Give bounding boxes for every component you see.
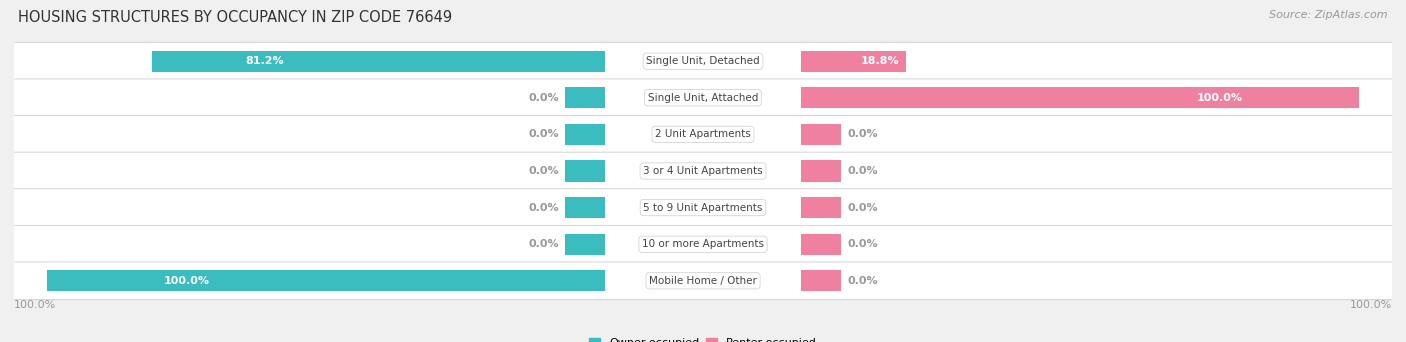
Text: 100.0%: 100.0% bbox=[163, 276, 209, 286]
Text: 0.0%: 0.0% bbox=[529, 239, 558, 249]
Bar bbox=[46, 270, 605, 291]
FancyBboxPatch shape bbox=[4, 225, 1402, 263]
Text: Source: ZipAtlas.com: Source: ZipAtlas.com bbox=[1270, 10, 1388, 20]
Text: Single Unit, Attached: Single Unit, Attached bbox=[648, 93, 758, 103]
FancyBboxPatch shape bbox=[4, 42, 1402, 80]
Text: 2 Unit Apartments: 2 Unit Apartments bbox=[655, 129, 751, 140]
Text: 0.0%: 0.0% bbox=[529, 129, 558, 140]
Legend: Owner-occupied, Renter-occupied: Owner-occupied, Renter-occupied bbox=[585, 333, 821, 342]
Text: 18.8%: 18.8% bbox=[860, 56, 900, 66]
FancyBboxPatch shape bbox=[4, 116, 1402, 153]
FancyBboxPatch shape bbox=[4, 189, 1402, 226]
Text: 10 or more Apartments: 10 or more Apartments bbox=[643, 239, 763, 249]
Text: Single Unit, Detached: Single Unit, Detached bbox=[647, 56, 759, 66]
Text: 0.0%: 0.0% bbox=[529, 202, 558, 213]
Bar bbox=[565, 160, 605, 182]
Bar bbox=[801, 51, 907, 72]
Text: 100.0%: 100.0% bbox=[14, 300, 56, 310]
Bar bbox=[152, 51, 605, 72]
Text: 3 or 4 Unit Apartments: 3 or 4 Unit Apartments bbox=[643, 166, 763, 176]
Bar bbox=[565, 87, 605, 108]
Text: 0.0%: 0.0% bbox=[529, 166, 558, 176]
Text: 0.0%: 0.0% bbox=[848, 239, 877, 249]
FancyBboxPatch shape bbox=[4, 152, 1402, 190]
Text: 0.0%: 0.0% bbox=[848, 129, 877, 140]
Bar bbox=[801, 234, 841, 255]
Text: 81.2%: 81.2% bbox=[246, 56, 284, 66]
Text: Mobile Home / Other: Mobile Home / Other bbox=[650, 276, 756, 286]
Text: 0.0%: 0.0% bbox=[848, 276, 877, 286]
Bar bbox=[565, 234, 605, 255]
Text: 0.0%: 0.0% bbox=[848, 166, 877, 176]
Text: 100.0%: 100.0% bbox=[1350, 300, 1392, 310]
Bar bbox=[565, 197, 605, 218]
FancyBboxPatch shape bbox=[4, 262, 1402, 300]
Bar bbox=[565, 124, 605, 145]
Text: 5 to 9 Unit Apartments: 5 to 9 Unit Apartments bbox=[644, 202, 762, 213]
Bar bbox=[801, 160, 841, 182]
Text: HOUSING STRUCTURES BY OCCUPANCY IN ZIP CODE 76649: HOUSING STRUCTURES BY OCCUPANCY IN ZIP C… bbox=[18, 10, 453, 25]
FancyBboxPatch shape bbox=[4, 79, 1402, 117]
Bar bbox=[801, 197, 841, 218]
Text: 100.0%: 100.0% bbox=[1197, 93, 1243, 103]
Bar bbox=[801, 124, 841, 145]
Text: 0.0%: 0.0% bbox=[848, 202, 877, 213]
Text: 0.0%: 0.0% bbox=[529, 93, 558, 103]
Bar bbox=[801, 87, 1360, 108]
Bar bbox=[801, 270, 841, 291]
